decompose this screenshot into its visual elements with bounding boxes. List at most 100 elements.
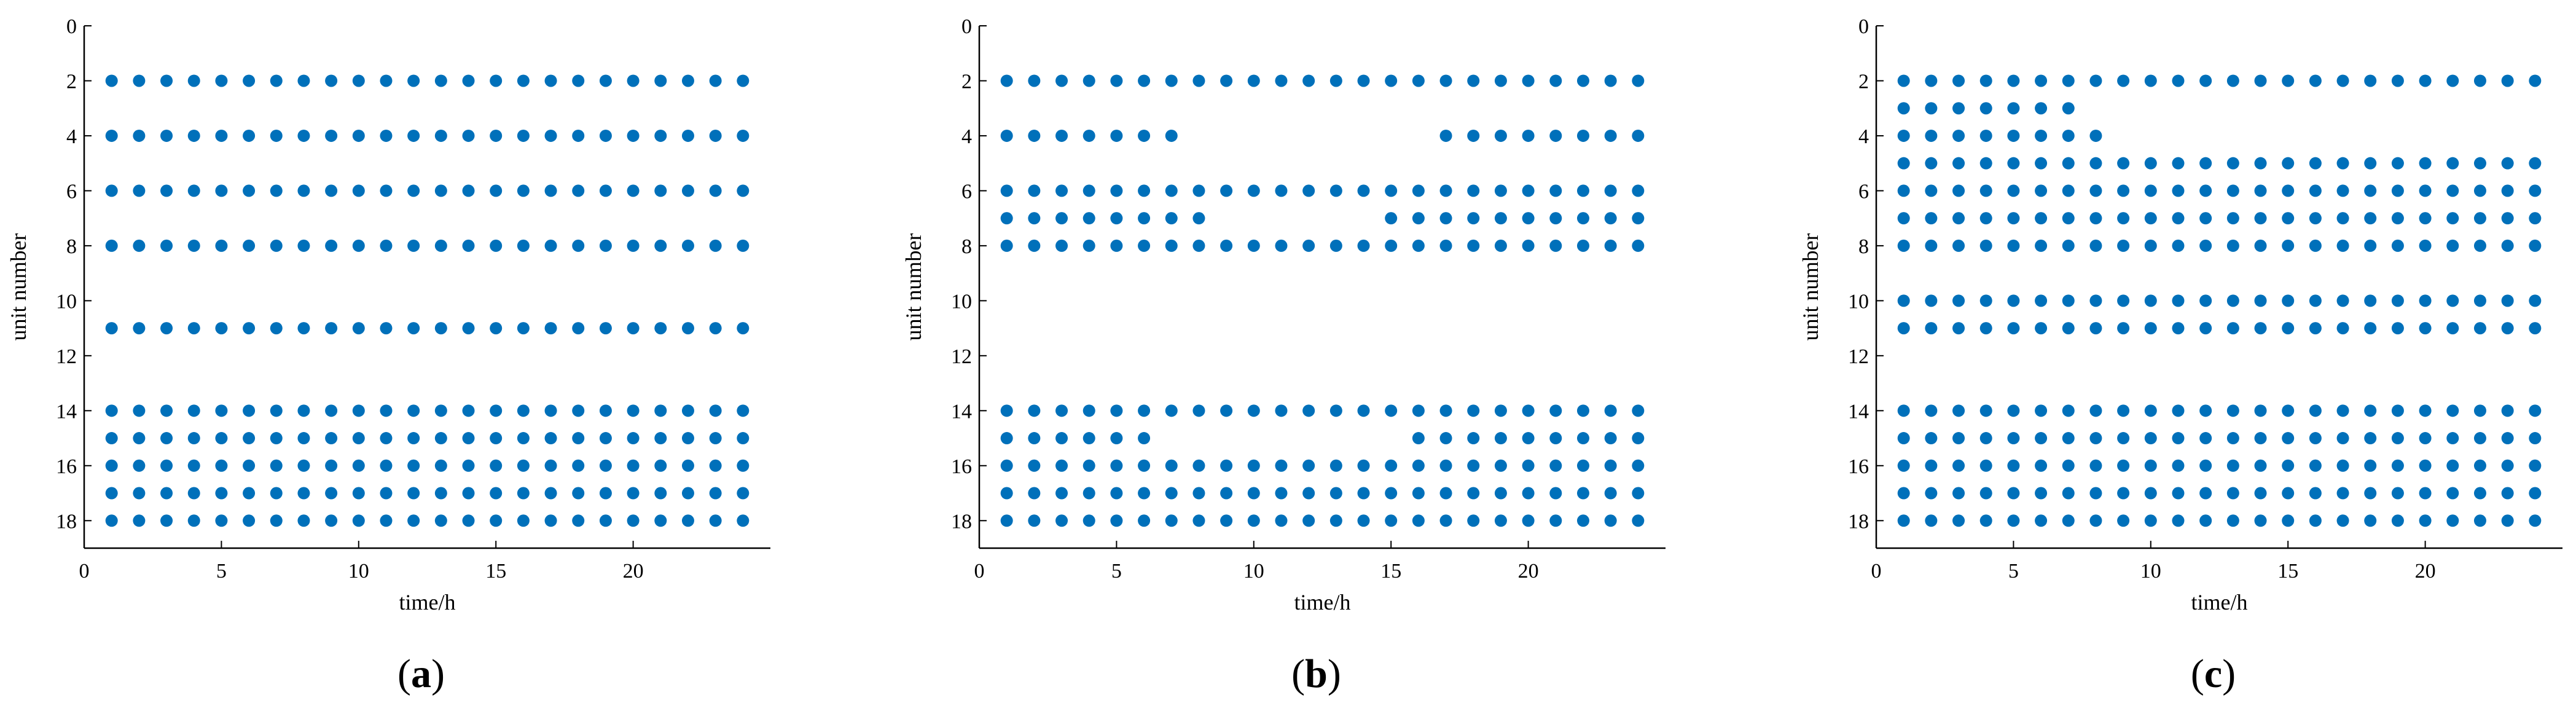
- data-point: [1192, 239, 1205, 252]
- data-point: [2473, 404, 2486, 417]
- data-point: [1302, 239, 1315, 252]
- data-point: [1385, 404, 1398, 417]
- data-point: [2199, 74, 2212, 87]
- data-point: [2117, 239, 2130, 252]
- data-point: [1138, 404, 1151, 417]
- data-point: [2309, 459, 2322, 472]
- data-point: [2501, 514, 2514, 527]
- data-point: [2473, 322, 2486, 335]
- data-point: [544, 239, 557, 252]
- data-point: [1138, 129, 1151, 142]
- data-point: [1439, 184, 1452, 197]
- data-point: [2282, 432, 2295, 445]
- data-point: [243, 432, 256, 445]
- data-point: [297, 184, 310, 197]
- data-point: [407, 487, 420, 500]
- data-point: [1897, 74, 1910, 87]
- data-point: [681, 432, 694, 445]
- data-point: [2062, 294, 2075, 307]
- data-point: [105, 184, 118, 197]
- data-point: [2446, 459, 2459, 472]
- data-point: [105, 322, 118, 335]
- data-point: [1979, 239, 1992, 252]
- data-point: [215, 487, 228, 500]
- data-point: [297, 487, 310, 500]
- data-point: [2419, 404, 2432, 417]
- data-point: [1329, 459, 1342, 472]
- data-point: [1604, 404, 1617, 417]
- data-point: [243, 514, 256, 527]
- data-point: [1138, 432, 1151, 445]
- data-point: [1138, 514, 1151, 527]
- data-point: [2501, 239, 2514, 252]
- data-point: [1329, 404, 1342, 417]
- data-point: [1412, 239, 1425, 252]
- data-point: [709, 322, 722, 335]
- x-axis-label: time/h: [2191, 590, 2248, 615]
- data-point: [1632, 432, 1645, 445]
- data-point: [627, 459, 640, 472]
- data-point: [2062, 432, 2075, 445]
- data-point: [2473, 459, 2486, 472]
- data-point: [105, 239, 118, 252]
- y-tick-label: 16: [1848, 455, 1869, 478]
- data-point: [681, 129, 694, 142]
- data-point: [2089, 212, 2102, 225]
- data-point: [2089, 74, 2102, 87]
- data-point: [325, 459, 338, 472]
- data-point: [2501, 157, 2514, 170]
- data-point: [462, 322, 475, 335]
- data-point: [1632, 129, 1645, 142]
- data-point: [243, 129, 256, 142]
- data-point: [270, 129, 283, 142]
- data-point: [1329, 239, 1342, 252]
- data-point: [737, 459, 750, 472]
- data-point: [1494, 184, 1507, 197]
- data-point: [1925, 432, 1938, 445]
- data-point: [2419, 487, 2432, 500]
- data-point: [2007, 184, 2020, 197]
- data-point: [2364, 459, 2377, 472]
- data-point: [490, 129, 503, 142]
- data-point: [2282, 184, 2295, 197]
- data-point: [2446, 212, 2459, 225]
- data-point: [1192, 74, 1205, 87]
- data-point: [2364, 487, 2377, 500]
- data-point: [2089, 487, 2102, 500]
- data-point: [2282, 514, 2295, 527]
- data-point: [297, 432, 310, 445]
- y-tick-label: 10: [1848, 290, 1869, 313]
- data-point: [2199, 487, 2212, 500]
- data-point: [517, 239, 530, 252]
- data-point: [1110, 74, 1123, 87]
- data-point: [2282, 322, 2295, 335]
- data-point: [243, 239, 256, 252]
- data-point: [490, 514, 503, 527]
- data-point: [2364, 239, 2377, 252]
- data-point: [2336, 74, 2349, 87]
- data-point: [434, 487, 447, 500]
- data-point: [2419, 239, 2432, 252]
- panel-a: 0 2 4 6 8 10 12 14 16 18 0 5 10 15 20 time/h unit number…: [6, 15, 770, 696]
- data-point: [270, 74, 283, 87]
- data-point: [133, 322, 146, 335]
- data-point: [2172, 294, 2185, 307]
- y-axis-label: unit number: [901, 234, 926, 341]
- data-point: [2144, 322, 2157, 335]
- data-point: [462, 74, 475, 87]
- data-point: [1082, 514, 1095, 527]
- data-point: [2144, 459, 2157, 472]
- data-point: [1055, 459, 1068, 472]
- data-point: [1467, 184, 1480, 197]
- data-point: [2007, 294, 2020, 307]
- data-point: [434, 432, 447, 445]
- data-point: [187, 432, 200, 445]
- data-point: [1522, 404, 1535, 417]
- data-point: [105, 514, 118, 527]
- data-point: [1952, 294, 1965, 307]
- data-point: [681, 514, 694, 527]
- data-point: [1357, 487, 1370, 500]
- data-point: [2391, 157, 2404, 170]
- data-point: [2336, 184, 2349, 197]
- y-tick-label: 2: [66, 70, 77, 93]
